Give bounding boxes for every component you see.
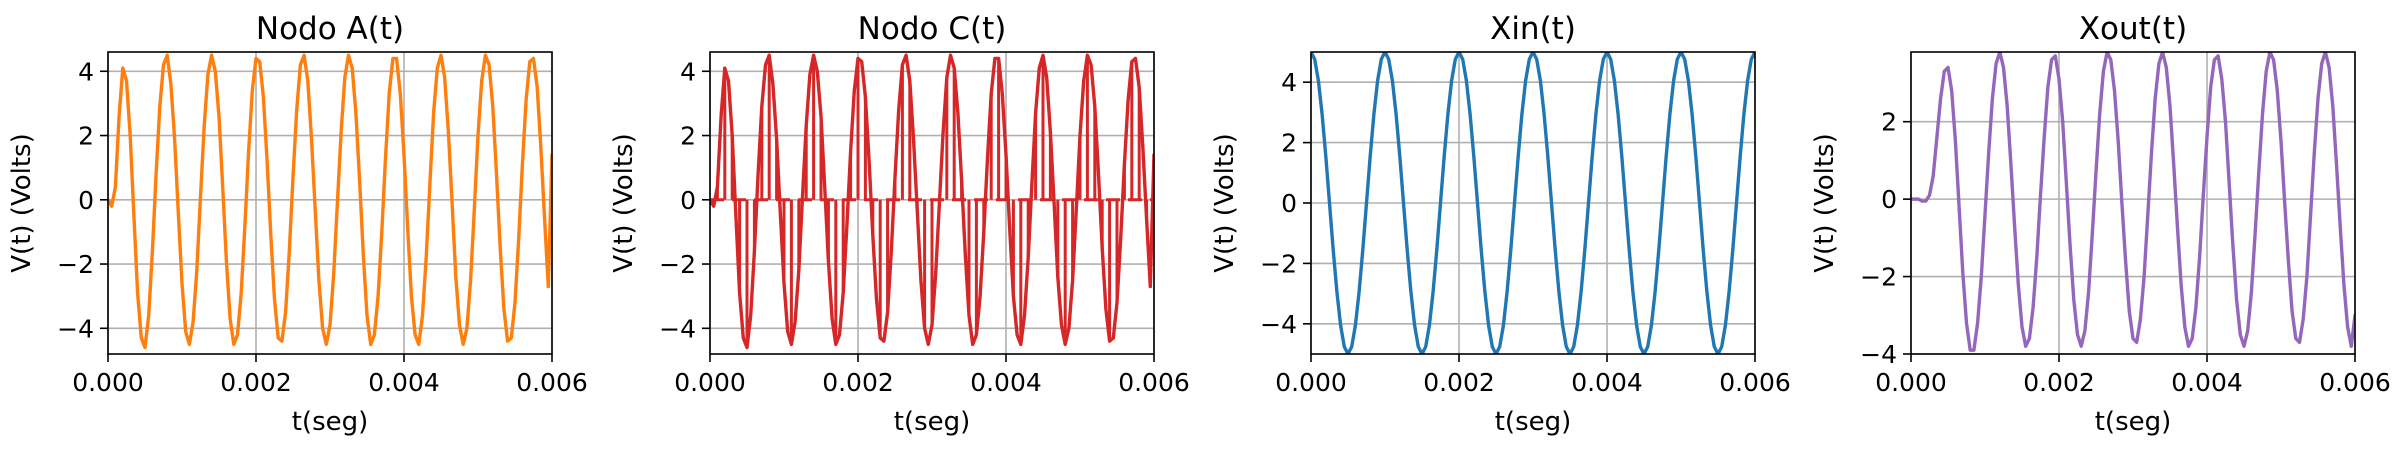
y-tick-label: 0 [1881,185,1897,214]
y-tick-label: −4 [57,314,94,343]
y-tick-label: 4 [680,57,696,86]
y-tick-label: −2 [57,250,94,279]
y-tick-label: 0 [1281,189,1297,218]
chart-title: Nodo C(t) [858,11,1007,47]
y-axis-label: V(t) (Volts) [609,133,639,272]
chart-panel-1: 0.000 0.002 0.004 0.006 −4 −2 0 2 4 Nodo A(t) t(se… [7,11,588,437]
series-line [1911,52,2355,352]
chart-panel-3: 0.000 0.002 0.004 0.006 −4 −2 0 2 4 Xin(t) t(seg) V… [1210,11,1791,437]
y-tick-label: 0 [78,186,94,215]
x-axis-label: t(seg) [1495,407,1572,437]
chart-title: Xin(t) [1490,11,1576,47]
x-tick-label: 0.002 [822,368,894,397]
y-axis-label: V(t) (Volts) [1210,133,1240,272]
chart-panel-4: 0.000 0.002 0.004 0.006 −4 −2 0 2 Xout(t) t(seg) V… [1810,11,2391,437]
x-tick-label: 0.006 [516,368,588,397]
plot-frame [107,51,553,355]
chart-title: Nodo A(t) [256,11,404,47]
x-tick-label: 0.000 [1875,368,1947,397]
plot-frame [709,51,1155,355]
chart-panel-2: 0.000 0.002 0.004 0.006 −4 −2 0 2 4 Nodo C(t) t(se… [609,11,1190,437]
x-axis-label: t(seg) [894,407,971,437]
x-tick-label: 0.006 [1719,368,1791,397]
y-tick-label: 2 [1281,129,1297,158]
y-axis-label: V(t) (Volts) [7,133,37,272]
y-tick-label: −4 [1260,310,1297,339]
x-tick-label: 0.002 [220,368,292,397]
y-tick-label: −4 [659,314,696,343]
x-tick-label: 0.000 [1275,368,1347,397]
y-tick-label: 0 [680,186,696,215]
x-tick-label: 0.006 [1118,368,1190,397]
x-tick-label: 0.002 [2023,368,2095,397]
y-tick-label: 2 [1881,108,1897,137]
x-tick-label: 0.006 [2319,368,2391,397]
y-tick-label: 2 [680,122,696,151]
y-tick-label: −4 [1860,340,1897,369]
y-tick-label: 4 [78,57,94,86]
y-tick-label: 4 [1281,68,1297,97]
x-axis-label: t(seg) [292,407,369,437]
y-axis-label: V(t) (Volts) [1810,133,1840,272]
y-tick-label: −2 [1860,263,1897,292]
chart-title: Xout(t) [2079,11,2187,47]
x-tick-label: 0.000 [674,368,746,397]
series-line [108,53,552,350]
x-tick-label: 0.002 [1423,368,1495,397]
x-tick-label: 0.004 [2171,368,2243,397]
x-tick-label: 0.004 [1571,368,1643,397]
x-tick-label: 0.004 [970,368,1042,397]
x-axis-label: t(seg) [2095,407,2172,437]
y-tick-label: −2 [1260,249,1297,278]
plot-frame [1910,51,2356,355]
series-line [710,53,1154,350]
x-tick-label: 0.004 [368,368,440,397]
y-tick-label: 2 [78,122,94,151]
y-tick-label: −2 [659,250,696,279]
x-tick-label: 0.000 [72,368,144,397]
